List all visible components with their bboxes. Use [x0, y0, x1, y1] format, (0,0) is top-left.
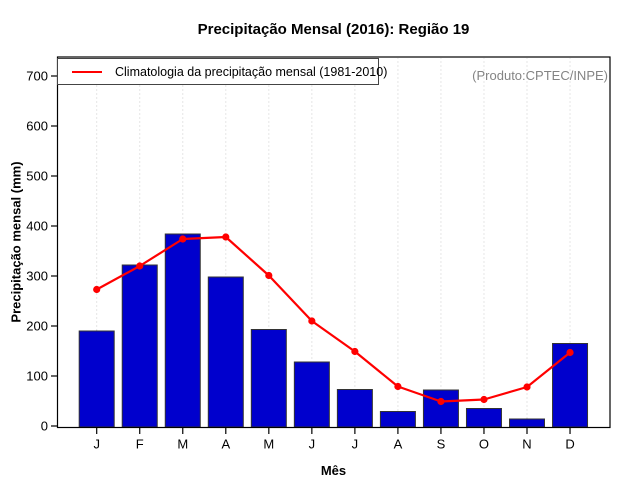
precip-bar	[422, 389, 459, 428]
precip-bar	[293, 361, 330, 428]
climatology-point	[523, 383, 531, 391]
precip-bar	[207, 276, 244, 428]
y-axis-tick-label: 600	[26, 119, 48, 134]
climatology-line	[95, 235, 572, 403]
y-axis-tick-label: 100	[26, 369, 48, 384]
month-label: F	[136, 437, 144, 452]
climatology-point	[437, 397, 445, 406]
month-label: J	[309, 437, 316, 452]
month-label: J	[352, 437, 359, 452]
plot-border	[56, 56, 611, 429]
climatology-point	[93, 285, 101, 294]
x-axis-label: Mês	[320, 463, 347, 478]
precip-bar	[78, 330, 115, 428]
precip-bar	[379, 411, 416, 428]
climatology-point	[222, 233, 230, 241]
y-axis-tick-label: 400	[26, 219, 48, 234]
y-axis-tick-label: 300	[26, 269, 48, 284]
legend: Climatologia da precipitação mensal (198…	[57, 58, 387, 85]
precip-bar	[250, 329, 287, 428]
precip-bar	[164, 233, 201, 428]
climatology-point	[394, 382, 402, 391]
climatology-point	[480, 395, 488, 404]
month-label: D	[565, 437, 574, 452]
y-axis-tick-label: 700	[26, 69, 48, 84]
precip-bar	[336, 389, 373, 428]
climatology-point	[179, 235, 187, 243]
climatology-point	[308, 317, 316, 325]
month-label: O	[479, 437, 489, 452]
month-label: A	[394, 437, 403, 452]
precip-bar	[465, 408, 502, 428]
month-label: J	[93, 437, 100, 452]
y-axis-tick-label: 500	[26, 169, 48, 184]
y-axis-tick-label: 0	[41, 419, 48, 434]
legend-line-swatch-icon	[72, 70, 102, 73]
climatology-point	[566, 348, 574, 357]
y-axis-label: Precipitação mensal (mm)	[8, 161, 24, 323]
climatology-point	[265, 271, 273, 280]
precip-bar	[121, 264, 158, 428]
precip-bar	[509, 418, 545, 428]
climatology-point	[351, 347, 359, 356]
y-axis-tick-label: 200	[26, 319, 48, 334]
month-label: A	[221, 437, 230, 452]
climatology-point	[136, 262, 144, 270]
month-label: N	[522, 437, 531, 452]
month-label: M	[263, 437, 274, 452]
month-label: M	[177, 437, 188, 452]
page-title: Precipitação Mensal (2016): Região 19	[197, 21, 470, 38]
legend-label: Climatologia da precipitação mensal (198…	[115, 64, 388, 79]
month-label: S	[437, 437, 446, 452]
producer-note: (Produto:CPTEC/INPE)	[472, 68, 608, 83]
